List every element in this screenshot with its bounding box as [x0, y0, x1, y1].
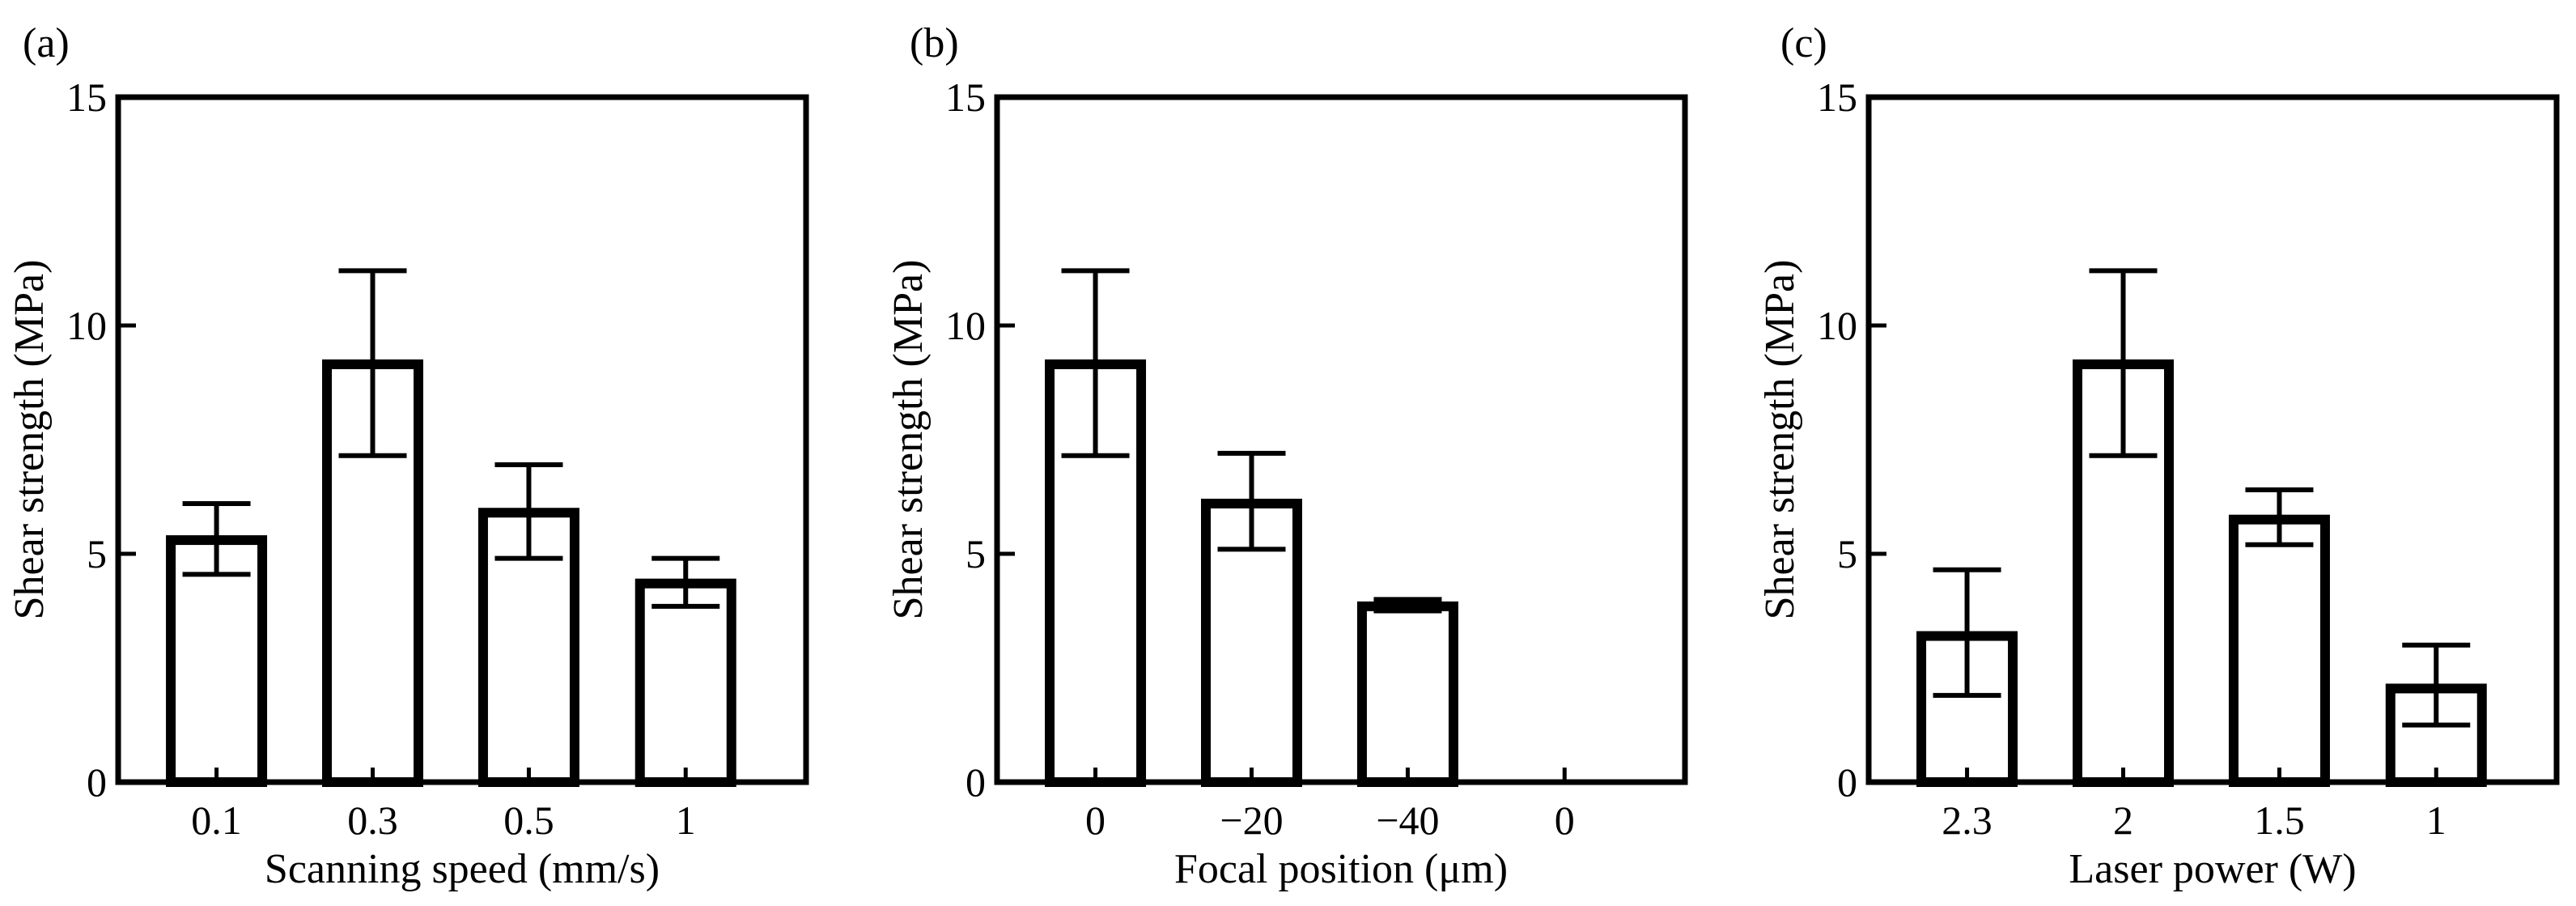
x-tick-label: 0.3 [347, 798, 398, 843]
x-tick-label: 1 [676, 798, 696, 843]
error-bar [2402, 642, 2471, 728]
x-tick-label: 0 [1085, 798, 1106, 843]
panel-letter: (a) [23, 20, 70, 66]
error-bar [1373, 597, 1442, 614]
y-tick-label: 5 [1837, 531, 1857, 576]
error-bar [2089, 268, 2158, 458]
x-tick-label: 0.5 [503, 798, 554, 843]
error-bar [651, 555, 720, 609]
y-tick-label: 0 [1837, 759, 1857, 805]
x-tick-label: −40 [1376, 798, 1439, 843]
chart-panel-1: (b) 0 −20 −40 0 0 5 10 15 Focal position (μm) Shea… [885, 20, 1688, 892]
x-axis-label: Scanning speed (mm/s) [265, 846, 660, 892]
error-bar [1217, 450, 1286, 552]
y-axis-label: Shear strength (MPa) [6, 260, 53, 620]
panel-letter: (b) [910, 20, 959, 66]
error-bar [338, 268, 407, 458]
y-tick-label: 10 [945, 303, 986, 348]
x-axis-label: Laser power (W) [2069, 846, 2356, 892]
error-bar [1933, 567, 2001, 698]
y-tick-label: 0 [87, 759, 107, 805]
x-tick-label: 2 [2113, 798, 2133, 843]
y-tick-label: 5 [965, 531, 986, 576]
y-tick-label: 5 [87, 531, 107, 576]
error-bar [494, 462, 563, 561]
x-tick-label: −20 [1220, 798, 1283, 843]
x-tick-label: 1.5 [2254, 798, 2305, 843]
error-bar [2245, 487, 2314, 547]
plot-frame [1865, 94, 2560, 785]
x-axis-label: Focal position (μm) [1174, 846, 1508, 892]
plot-frame [994, 94, 1688, 785]
x-tick-label: 1 [2426, 798, 2447, 843]
x-tick-label: 0 [1555, 798, 1575, 843]
y-axis-label: Shear strength (MPa) [885, 260, 932, 620]
y-tick-label: 15 [66, 74, 107, 120]
bar [634, 578, 736, 787]
bar [2228, 514, 2330, 787]
panel-letter: (c) [1780, 20, 1827, 66]
y-tick-label: 15 [945, 74, 986, 120]
y-tick-label: 15 [1817, 74, 1857, 120]
bar [1356, 601, 1458, 787]
y-tick-label: 10 [1817, 303, 1857, 348]
plot-frame [115, 94, 809, 785]
y-tick-label: 0 [965, 759, 986, 805]
x-tick-label: 0.1 [191, 798, 242, 843]
error-bar [182, 500, 251, 577]
x-tick-label: 2.3 [1942, 798, 1992, 843]
y-tick-label: 10 [66, 303, 107, 348]
y-axis-label: Shear strength (MPa) [1757, 260, 1803, 620]
error-bar [1061, 268, 1130, 458]
